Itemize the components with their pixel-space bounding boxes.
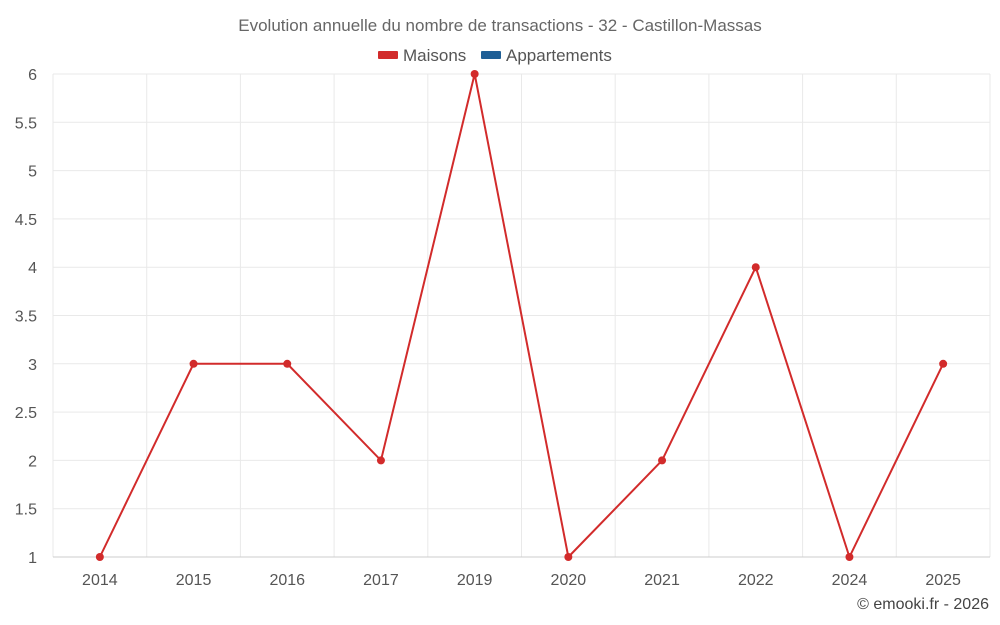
data-point[interactable] [283,359,292,368]
legend-label-appartements: Appartements [506,46,612,65]
x-tick-label: 2020 [551,572,587,589]
series-line-maisons [98,73,945,560]
data-point[interactable] [189,359,198,368]
x-tick-label: 2021 [644,572,680,589]
data-point[interactable] [95,553,104,561]
y-tick-label: 4 [28,260,37,277]
legend-item-maisons[interactable]: Maisons [378,46,466,65]
x-tick-label: 2017 [363,572,399,589]
x-tick-label: 2024 [832,572,868,589]
x-tick-label: 2019 [457,572,493,589]
legend-label-maisons: Maisons [403,46,466,65]
data-point[interactable] [564,553,573,561]
data-point[interactable] [845,553,854,561]
y-tick-label: 1 [28,550,37,567]
y-tick-label: 2.5 [15,405,37,422]
legend-item-appartements[interactable]: Appartements [481,46,612,65]
x-tick-label: 2025 [925,572,961,589]
legend: Maisons Appartements [378,46,612,65]
chart-title: Evolution annuelle du nombre de transact… [238,16,762,35]
y-tick-label: 2 [28,453,37,470]
y-tick-label: 3 [28,357,37,374]
data-point[interactable] [658,456,667,465]
y-tick-label: 5 [28,164,37,181]
y-axis: 1 1.5 2 2.5 3 3.5 4 4.5 5 5.5 6 [15,67,37,567]
x-axis: 2014 2015 2016 2017 2019 2020 2021 2022 2024 2025 [82,572,961,589]
y-tick-label: 6 [28,67,37,84]
credit-text: © emooki.fr - 2026 [857,596,989,613]
series-layer [95,70,948,561]
data-point[interactable] [751,263,760,272]
data-point[interactable] [376,456,385,465]
x-tick-label: 2022 [738,572,774,589]
legend-swatch-maisons [378,51,398,59]
x-tick-label: 2016 [269,572,305,589]
y-tick-label: 1.5 [15,502,37,519]
x-tick-label: 2014 [82,572,118,589]
grid [52,73,991,558]
data-point[interactable] [939,359,948,368]
y-tick-label: 3.5 [15,309,37,326]
legend-swatch-appartements [481,51,501,59]
data-point[interactable] [470,70,479,78]
y-tick-label: 5.5 [15,115,37,132]
x-tick-label: 2015 [176,572,212,589]
y-tick-label: 4.5 [15,212,37,229]
